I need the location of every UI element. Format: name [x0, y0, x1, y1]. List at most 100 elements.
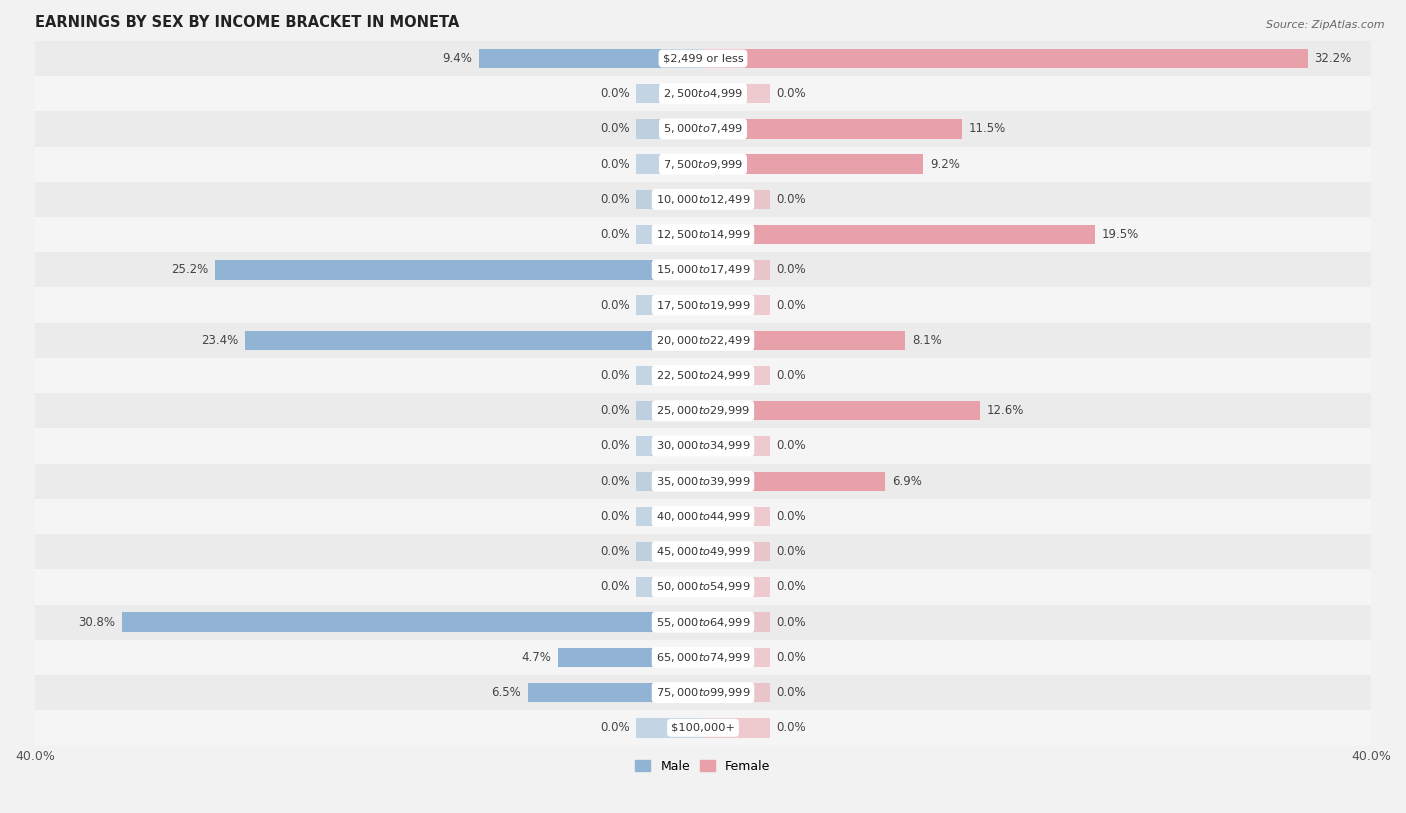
Text: 0.0%: 0.0%: [600, 228, 630, 241]
Text: 8.1%: 8.1%: [911, 334, 942, 347]
Text: 0.0%: 0.0%: [600, 546, 630, 559]
Bar: [703, 401, 980, 420]
Bar: [770, 154, 924, 174]
Bar: [770, 331, 905, 350]
Text: 6.5%: 6.5%: [491, 686, 522, 699]
Bar: [703, 506, 770, 526]
Bar: [479, 49, 703, 68]
Text: 0.0%: 0.0%: [776, 721, 806, 734]
Bar: [636, 506, 703, 526]
Bar: [35, 463, 1371, 499]
Bar: [35, 76, 1371, 111]
Bar: [558, 648, 636, 667]
Text: $30,000 to $34,999: $30,000 to $34,999: [655, 440, 751, 453]
Bar: [703, 718, 770, 737]
Bar: [770, 120, 962, 139]
Bar: [636, 331, 703, 350]
Bar: [636, 718, 703, 737]
Text: 30.8%: 30.8%: [79, 615, 115, 628]
Text: $7,500 to $9,999: $7,500 to $9,999: [664, 158, 742, 171]
Bar: [703, 120, 770, 139]
Bar: [35, 675, 1371, 711]
Text: 0.0%: 0.0%: [600, 580, 630, 593]
Text: 0.0%: 0.0%: [600, 87, 630, 100]
Text: 0.0%: 0.0%: [600, 404, 630, 417]
Bar: [35, 428, 1371, 463]
Bar: [35, 640, 1371, 675]
Text: $2,499 or less: $2,499 or less: [662, 54, 744, 63]
Text: $40,000 to $44,999: $40,000 to $44,999: [655, 510, 751, 523]
Bar: [246, 331, 636, 350]
Bar: [35, 605, 1371, 640]
Legend: Male, Female: Male, Female: [630, 755, 776, 778]
Bar: [636, 189, 703, 209]
Text: 0.0%: 0.0%: [776, 87, 806, 100]
Bar: [703, 401, 770, 420]
Bar: [703, 472, 770, 491]
Text: EARNINGS BY SEX BY INCOME BRACKET IN MONETA: EARNINGS BY SEX BY INCOME BRACKET IN MON…: [35, 15, 460, 30]
Text: $12,500 to $14,999: $12,500 to $14,999: [655, 228, 751, 241]
Bar: [703, 472, 884, 491]
Bar: [35, 393, 1371, 428]
Bar: [35, 534, 1371, 569]
Text: 0.0%: 0.0%: [776, 193, 806, 206]
Bar: [703, 120, 962, 139]
Text: 0.0%: 0.0%: [776, 263, 806, 276]
Bar: [215, 260, 636, 280]
Bar: [246, 331, 703, 350]
Text: 0.0%: 0.0%: [776, 651, 806, 664]
Text: 6.9%: 6.9%: [891, 475, 921, 488]
Text: 0.0%: 0.0%: [600, 721, 630, 734]
Bar: [703, 49, 770, 68]
Text: Source: ZipAtlas.com: Source: ZipAtlas.com: [1267, 20, 1385, 30]
Text: 0.0%: 0.0%: [600, 123, 630, 136]
Bar: [703, 366, 770, 385]
Text: $20,000 to $22,499: $20,000 to $22,499: [655, 334, 751, 347]
Bar: [703, 331, 905, 350]
Text: $25,000 to $29,999: $25,000 to $29,999: [655, 404, 751, 417]
Bar: [636, 84, 703, 103]
Bar: [636, 401, 703, 420]
Bar: [35, 288, 1371, 323]
Bar: [35, 111, 1371, 146]
Text: 0.0%: 0.0%: [776, 510, 806, 523]
Bar: [527, 683, 636, 702]
Bar: [770, 401, 980, 420]
Text: 0.0%: 0.0%: [776, 546, 806, 559]
Text: 0.0%: 0.0%: [600, 193, 630, 206]
Bar: [35, 41, 1371, 76]
Bar: [35, 711, 1371, 746]
Text: 0.0%: 0.0%: [776, 615, 806, 628]
Bar: [703, 189, 770, 209]
Text: 19.5%: 19.5%: [1102, 228, 1139, 241]
Bar: [703, 260, 770, 280]
Text: 4.7%: 4.7%: [522, 651, 551, 664]
Bar: [636, 225, 703, 245]
Text: $5,000 to $7,499: $5,000 to $7,499: [664, 123, 742, 136]
Text: $55,000 to $64,999: $55,000 to $64,999: [655, 615, 751, 628]
Text: 0.0%: 0.0%: [600, 510, 630, 523]
Bar: [636, 154, 703, 174]
Bar: [703, 683, 770, 702]
Bar: [636, 472, 703, 491]
Bar: [703, 49, 1308, 68]
Text: 25.2%: 25.2%: [172, 263, 208, 276]
Text: $65,000 to $74,999: $65,000 to $74,999: [655, 651, 751, 664]
Text: 12.6%: 12.6%: [987, 404, 1025, 417]
Bar: [770, 225, 1095, 245]
Text: $35,000 to $39,999: $35,000 to $39,999: [655, 475, 751, 488]
Bar: [703, 437, 770, 456]
Bar: [35, 569, 1371, 605]
Bar: [703, 84, 770, 103]
Bar: [703, 648, 770, 667]
Text: $15,000 to $17,499: $15,000 to $17,499: [655, 263, 751, 276]
Text: 0.0%: 0.0%: [600, 369, 630, 382]
Text: $50,000 to $54,999: $50,000 to $54,999: [655, 580, 751, 593]
Bar: [35, 252, 1371, 288]
Bar: [703, 577, 770, 597]
Text: 11.5%: 11.5%: [969, 123, 1005, 136]
Bar: [636, 542, 703, 561]
Bar: [703, 154, 770, 174]
Text: 23.4%: 23.4%: [201, 334, 239, 347]
Bar: [35, 358, 1371, 393]
